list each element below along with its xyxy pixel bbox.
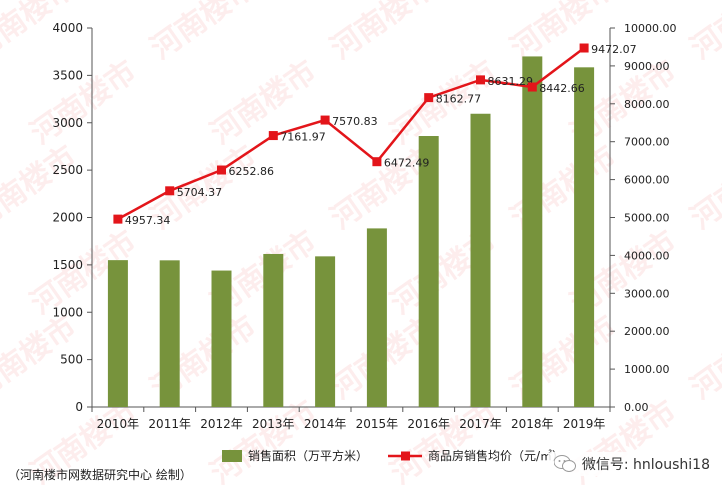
y-left-tick-label: 1500 xyxy=(52,258,83,272)
bar xyxy=(366,228,387,407)
bar xyxy=(263,253,284,407)
y-right-tick-label: 0.00 xyxy=(624,401,649,414)
y-right-tick-label: 8000.00 xyxy=(624,98,670,111)
line-point-marker xyxy=(165,186,175,196)
y-left-tick-label: 3500 xyxy=(52,68,83,82)
source-note: （河南楼市网数据研究中心 绘制） xyxy=(8,468,192,482)
y-left-tick-label: 2500 xyxy=(52,163,83,177)
data-label: 8442.66 xyxy=(539,82,585,95)
legend-label-area: 销售面积（万平方米） xyxy=(248,448,368,463)
data-label: 7570.83 xyxy=(332,115,378,128)
data-label: 5704.37 xyxy=(177,186,223,199)
data-label: 8631.29 xyxy=(488,75,534,88)
y-right-tick-label: 9000.00 xyxy=(624,60,670,73)
price-line xyxy=(117,47,585,221)
y-right-tick-label: 1000.00 xyxy=(624,363,670,376)
legend-swatch-bar xyxy=(222,450,242,462)
bar xyxy=(522,56,543,408)
y-left-tick-label: 3000 xyxy=(52,116,83,130)
bar xyxy=(159,260,180,407)
watermark-text: 河南楼市 xyxy=(145,0,263,67)
y-right-tick-label: 10000.00 xyxy=(624,22,677,35)
x-tick-label: 2010年 xyxy=(97,417,140,431)
watermark-text: 河南楼市 xyxy=(325,0,443,67)
y-left-tick-label: 0 xyxy=(75,400,83,414)
line-point-marker xyxy=(579,43,589,53)
bar xyxy=(315,256,336,407)
legend-swatch-marker xyxy=(401,451,410,461)
x-tick-label: 2014年 xyxy=(304,417,347,431)
line-series: 4957.34 5704.37 6252.86 7161.97 7570.83 6472.… xyxy=(113,43,637,227)
y-left-tick-label: 500 xyxy=(60,353,83,367)
line-point-marker xyxy=(424,93,434,103)
line-point-marker xyxy=(217,165,226,175)
y-right-tick-label: 3000.00 xyxy=(624,287,670,300)
wechat-badge: 微信号: hnloushi18 xyxy=(547,452,716,476)
data-label: 6252.86 xyxy=(229,165,275,178)
line-point-marker xyxy=(268,131,278,141)
watermark-text: 河南楼市 xyxy=(385,394,503,491)
y-right-tick-label: 6000.00 xyxy=(624,174,670,187)
bar-series xyxy=(107,56,595,408)
line-point-marker xyxy=(113,214,123,224)
watermark-text: 河南楼市 xyxy=(505,0,623,67)
watermark-text: 河南楼市 xyxy=(685,309,722,406)
y-left-tick-label: 1000 xyxy=(52,305,83,319)
y-right-tick-label: 7000.00 xyxy=(624,136,670,149)
line-point-marker xyxy=(320,115,330,125)
data-label: 6472.49 xyxy=(384,157,430,170)
watermark-text: 河南楼市 xyxy=(685,139,722,236)
data-label: 9472.07 xyxy=(591,43,637,56)
y-right-tick-label: 5000.00 xyxy=(624,212,670,225)
watermark-text: 河南楼市 xyxy=(205,394,323,491)
x-tick-label: 2019年 xyxy=(563,417,606,431)
x-tick-label: 2011年 xyxy=(148,417,191,431)
data-label: 7161.97 xyxy=(280,131,326,144)
bar xyxy=(418,136,439,407)
watermark-text: 河南楼市 xyxy=(25,54,143,151)
wechat-icon xyxy=(553,455,576,472)
data-label: 8162.77 xyxy=(436,93,482,106)
x-tick-label: 2013年 xyxy=(252,417,295,431)
x-tick-label: 2016年 xyxy=(407,417,450,431)
line-point-marker xyxy=(476,75,485,85)
y-right-tick-label: 2000.00 xyxy=(624,325,670,338)
line-point-marker xyxy=(527,82,537,92)
y-left-tick-label: 2000 xyxy=(52,211,83,225)
data-label: 4957.34 xyxy=(125,214,170,227)
bar xyxy=(470,113,491,407)
legend: 销售面积（万平方米） 商品房销售均价（元/㎡） xyxy=(222,448,564,463)
axes: 0 500 1000 1500 2000 2500 3000 3500 4000 0.00 1000… xyxy=(52,21,676,431)
watermark-text: 河南楼市 xyxy=(505,309,623,406)
legend-label-price: 商品房销售均价（元/㎡） xyxy=(428,448,564,463)
x-tick-label: 2017年 xyxy=(459,417,502,431)
bar xyxy=(211,270,232,407)
y-right-tick-label: 4000.00 xyxy=(624,249,670,262)
x-tick-label: 2012年 xyxy=(200,417,243,431)
watermark-text: 河南楼市 xyxy=(505,139,623,236)
y-left-tick-label: 4000 xyxy=(52,21,83,35)
x-tick-label: 2018年 xyxy=(511,417,554,431)
x-tick-label: 2015年 xyxy=(356,417,399,431)
line-point-marker xyxy=(372,157,382,167)
bar xyxy=(107,260,128,407)
watermark-text: 河南楼市 xyxy=(685,0,722,67)
wechat-label: 微信号: hnloushi18 xyxy=(581,457,710,473)
bar xyxy=(574,67,595,407)
